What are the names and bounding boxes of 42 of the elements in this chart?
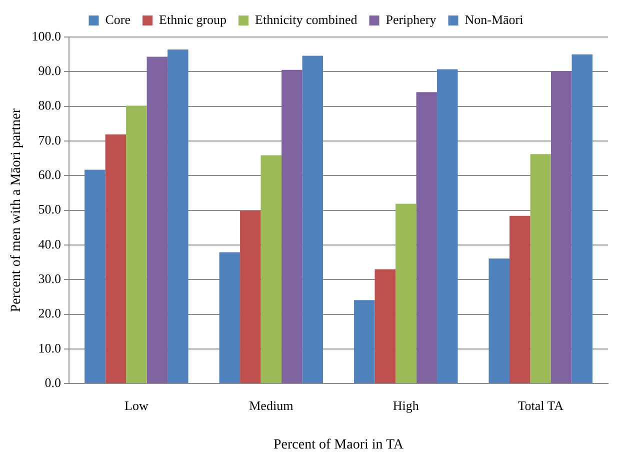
legend-label: Ethnicity combined (255, 12, 358, 27)
bar (572, 54, 593, 384)
bar (302, 56, 324, 384)
bar (530, 154, 552, 384)
x-tick-label: Total TA (518, 398, 564, 413)
y-tick-label: 40.0 (38, 236, 62, 252)
bar (84, 170, 106, 384)
bar (437, 69, 458, 384)
y-tick-label: 60.0 (38, 167, 62, 182)
bar (354, 300, 375, 384)
legend-label: Periphery (386, 12, 437, 27)
y-tick-label: 70.0 (38, 132, 62, 148)
x-axis-title: Percent of Maori in TA (274, 437, 404, 452)
legend-label: Ethnic group (159, 12, 227, 27)
y-tick-label: 100.0 (32, 28, 62, 44)
y-tick-label: 80.0 (38, 98, 62, 113)
y-tick-label: 20.0 (38, 306, 62, 321)
bar (551, 70, 572, 384)
bar (282, 70, 302, 384)
bar (240, 210, 261, 384)
x-tick-label: High (392, 398, 420, 413)
legend-label: Core (105, 12, 131, 27)
bar (374, 269, 396, 384)
x-tick-label: Low (124, 398, 149, 413)
y-axis-title: Percent of men with a Māori partner (9, 108, 24, 312)
bar (168, 49, 188, 384)
x-tick-label: Medium (249, 398, 294, 413)
y-tick-label: 50.0 (38, 202, 62, 217)
y-tick-label: 90.0 (38, 63, 62, 78)
bar (105, 134, 126, 384)
bar (510, 216, 530, 384)
bar (219, 252, 240, 384)
y-tick-label: 10.0 (38, 340, 62, 356)
bar (126, 106, 147, 384)
bar (488, 258, 510, 384)
y-tick-label: 0.0 (44, 375, 62, 390)
bar (146, 56, 168, 384)
bar (396, 204, 416, 384)
bar (260, 155, 282, 384)
legend-label: Non-Māori (464, 12, 524, 27)
y-tick-label: 30.0 (38, 271, 62, 286)
bar (416, 92, 438, 384)
